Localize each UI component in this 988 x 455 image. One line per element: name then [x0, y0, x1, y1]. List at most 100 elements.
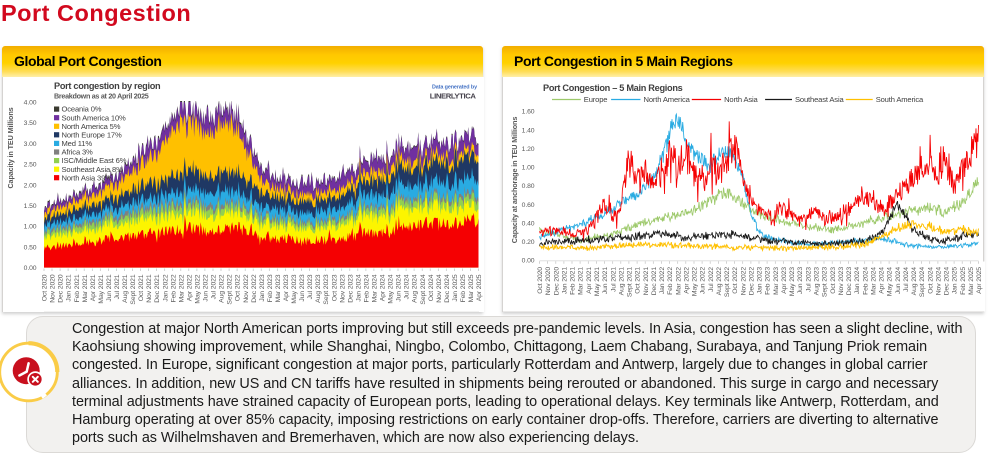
- svg-text:Feb 2024: Feb 2024: [364, 274, 371, 302]
- svg-text:Jun 2022: Jun 2022: [203, 274, 210, 301]
- svg-text:Apr 2021: Apr 2021: [586, 266, 593, 293]
- svg-text:Apr 2023: Apr 2023: [283, 274, 290, 301]
- svg-text:0.60: 0.60: [522, 201, 535, 208]
- svg-text:Feb 2025: Feb 2025: [960, 266, 967, 294]
- svg-text:Aug 2021: Aug 2021: [122, 274, 129, 303]
- svg-text:Southeast Asia: Southeast Asia: [795, 95, 844, 104]
- svg-text:0.40: 0.40: [522, 220, 535, 227]
- svg-text:Mar 2024: Mar 2024: [372, 274, 379, 302]
- svg-text:Jul 2021: Jul 2021: [610, 266, 617, 291]
- svg-text:3.50: 3.50: [24, 120, 37, 127]
- svg-text:Sept 2022: Sept 2022: [724, 266, 731, 296]
- svg-text:South America: South America: [876, 95, 924, 104]
- svg-text:Aug 2024: Aug 2024: [911, 266, 918, 295]
- svg-text:Jan 2024: Jan 2024: [854, 266, 861, 293]
- svg-text:Apr 2025: Apr 2025: [476, 274, 483, 301]
- svg-text:Port congestion by region: Port congestion by region: [54, 81, 161, 91]
- svg-text:Jan 2025: Jan 2025: [952, 266, 959, 293]
- svg-text:Jan 2023: Jan 2023: [259, 274, 266, 301]
- svg-text:1.20: 1.20: [522, 146, 535, 153]
- svg-text:Med 11%: Med 11%: [62, 139, 93, 148]
- svg-text:Jul 2022: Jul 2022: [211, 274, 218, 299]
- svg-text:0.00: 0.00: [24, 265, 37, 272]
- svg-text:Dec 2021: Dec 2021: [154, 274, 161, 303]
- svg-text:Apr 2024: Apr 2024: [879, 266, 886, 293]
- svg-text:Nov 2021: Nov 2021: [643, 266, 650, 295]
- svg-text:Jun 2023: Jun 2023: [299, 274, 306, 301]
- svg-text:May 2024: May 2024: [887, 266, 894, 295]
- svg-text:LINERLYTICA: LINERLYTICA: [430, 91, 477, 100]
- svg-text:Mar 2021: Mar 2021: [82, 274, 89, 302]
- svg-text:Oct 2020: Oct 2020: [42, 274, 49, 301]
- svg-text:Mar 2021: Mar 2021: [578, 266, 585, 294]
- svg-text:2.50: 2.50: [24, 161, 37, 168]
- svg-text:Oct 2020: Oct 2020: [537, 266, 544, 293]
- svg-text:Nov 2021: Nov 2021: [146, 274, 153, 303]
- svg-text:May 2022: May 2022: [195, 274, 202, 303]
- svg-text:Oct 2022: Oct 2022: [732, 266, 739, 293]
- svg-text:Southeast Asia 8%: Southeast Asia 8%: [62, 164, 124, 173]
- svg-text:Dec 2021: Dec 2021: [651, 266, 658, 295]
- svg-text:0.80: 0.80: [522, 183, 535, 190]
- svg-text:Apr 2025: Apr 2025: [976, 266, 983, 293]
- svg-text:Nov 2022: Nov 2022: [243, 274, 250, 303]
- svg-text:Capacity in TEU Millions: Capacity in TEU Millions: [6, 107, 15, 188]
- svg-text:North Asia: North Asia: [724, 95, 758, 104]
- svg-text:Mar 2025: Mar 2025: [468, 274, 475, 302]
- svg-text:Nov 2020: Nov 2020: [50, 274, 57, 303]
- svg-text:Oct 2022: Oct 2022: [235, 274, 242, 301]
- svg-text:Jul 2022: Jul 2022: [708, 266, 715, 291]
- svg-text:Dec 2023: Dec 2023: [846, 266, 853, 295]
- svg-text:Oct 2024: Oct 2024: [428, 274, 435, 301]
- svg-text:Feb 2021: Feb 2021: [570, 266, 577, 294]
- svg-text:3.00: 3.00: [24, 140, 37, 147]
- svg-text:Mar 2022: Mar 2022: [178, 274, 185, 302]
- svg-text:May 2023: May 2023: [291, 274, 298, 303]
- svg-text:North America 5%: North America 5%: [62, 121, 121, 130]
- svg-text:Sept 2024: Sept 2024: [420, 274, 427, 304]
- svg-text:Apr 2024: Apr 2024: [380, 274, 387, 301]
- svg-text:0.50: 0.50: [24, 244, 37, 251]
- svg-text:Nov 2020: Nov 2020: [545, 266, 552, 295]
- svg-text:May 2024: May 2024: [388, 274, 395, 303]
- svg-text:Oct 2023: Oct 2023: [830, 266, 837, 293]
- svg-text:Jan 2021: Jan 2021: [562, 266, 569, 293]
- svg-text:Oct 2023: Oct 2023: [331, 274, 338, 301]
- svg-text:Nov 2023: Nov 2023: [838, 266, 845, 295]
- svg-text:Sept 2024: Sept 2024: [919, 266, 926, 296]
- svg-text:North America: North America: [644, 95, 691, 104]
- svg-text:Sept 2023: Sept 2023: [323, 274, 330, 304]
- svg-text:0.00: 0.00: [522, 257, 535, 264]
- svg-text:Sept 2023: Sept 2023: [822, 266, 829, 296]
- svg-text:Jan 2021: Jan 2021: [66, 274, 73, 301]
- svg-text:Dec 2022: Dec 2022: [251, 274, 258, 303]
- svg-text:North Asia 39%: North Asia 39%: [62, 173, 113, 182]
- svg-text:Jul 2024: Jul 2024: [404, 274, 411, 299]
- svg-text:Jan 2022: Jan 2022: [659, 266, 666, 293]
- svg-text:1.60: 1.60: [522, 108, 535, 115]
- svg-text:Jul 2023: Jul 2023: [307, 274, 314, 299]
- svg-text:Jul 2021: Jul 2021: [114, 274, 121, 299]
- svg-text:Port Congestion – 5 Main Regio: Port Congestion – 5 Main Regions: [543, 83, 683, 93]
- svg-text:1.50: 1.50: [24, 203, 37, 210]
- svg-text:Jul 2024: Jul 2024: [903, 266, 910, 291]
- svg-text:Feb 2021: Feb 2021: [74, 274, 81, 302]
- svg-text:Dec 2024: Dec 2024: [944, 266, 951, 295]
- svg-text:Mar 2023: Mar 2023: [275, 274, 282, 302]
- svg-text:Aug 2023: Aug 2023: [315, 274, 322, 303]
- svg-text:Feb 2025: Feb 2025: [460, 274, 467, 302]
- svg-text:Mar 2022: Mar 2022: [675, 266, 682, 294]
- svg-text:2.00: 2.00: [24, 182, 37, 189]
- svg-text:Jun 2024: Jun 2024: [895, 266, 902, 293]
- svg-text:Feb 2023: Feb 2023: [267, 274, 274, 302]
- svg-text:Nov 2023: Nov 2023: [339, 274, 346, 303]
- svg-text:Europe: Europe: [584, 95, 608, 104]
- svg-text:0.20: 0.20: [522, 239, 535, 246]
- svg-text:Nov 2024: Nov 2024: [436, 274, 443, 303]
- svg-text:Africa 3%: Africa 3%: [62, 147, 94, 156]
- svg-text:Aug 2024: Aug 2024: [412, 274, 419, 303]
- svg-text:Oct 2021: Oct 2021: [138, 274, 145, 301]
- svg-text:Feb 2024: Feb 2024: [862, 266, 869, 294]
- svg-text:Sept 2021: Sept 2021: [130, 274, 137, 304]
- svg-text:Jun 2024: Jun 2024: [396, 274, 403, 301]
